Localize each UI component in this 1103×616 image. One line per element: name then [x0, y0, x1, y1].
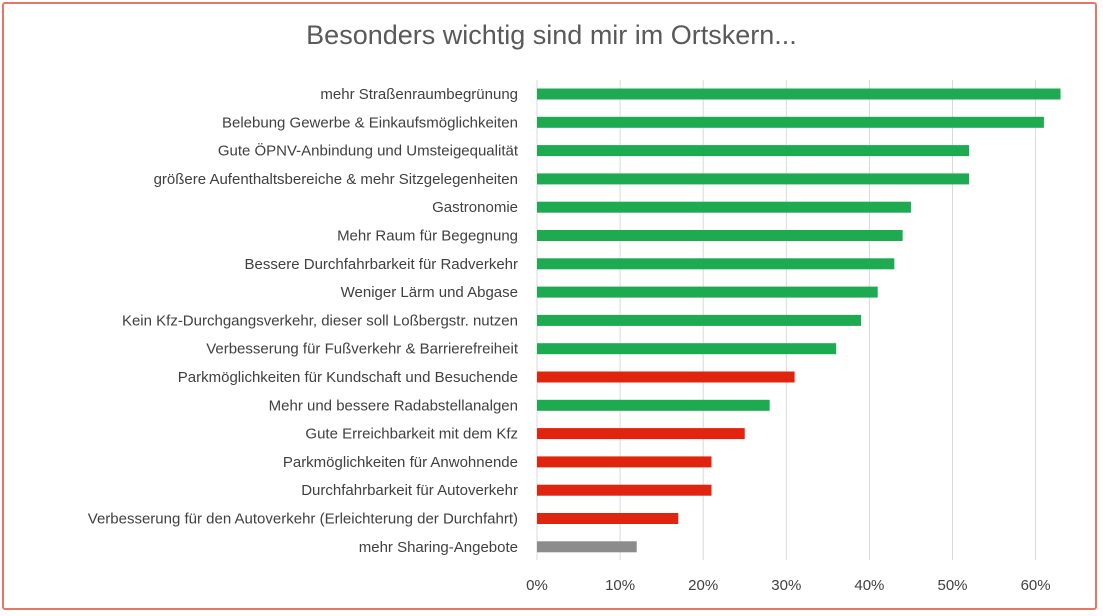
- bar: [537, 88, 1061, 100]
- category-label: mehr Sharing-Angebote: [359, 539, 518, 556]
- x-tick-label: 40%: [854, 577, 884, 594]
- x-tick-label: 10%: [605, 577, 635, 594]
- bar: [537, 428, 745, 440]
- bar: [537, 541, 637, 553]
- bar: [537, 456, 712, 468]
- x-tick-label: 60%: [1021, 577, 1051, 594]
- category-label: mehr Straßenraumbegrünung: [320, 86, 518, 103]
- bar: [537, 513, 679, 524]
- chart-frame: [2, 2, 1097, 610]
- bar: [537, 145, 970, 157]
- category-labels: mehr Straßenraumbegrünung Belebung Gewerb…: [88, 86, 519, 556]
- category-label: Parkmöglichkeiten für Anwohnende: [283, 454, 518, 471]
- bars: [537, 88, 1061, 553]
- category-label: größere Aufenthaltsbereiche & mehr Sitzg…: [154, 171, 518, 188]
- x-tick-label: 30%: [771, 577, 801, 594]
- x-tick-label: 50%: [937, 577, 967, 594]
- category-label: Kein Kfz-Durchgangsverkehr, dieser soll …: [122, 312, 518, 329]
- x-tick-label: 0%: [526, 577, 548, 594]
- bar: [537, 399, 770, 411]
- category-label: Mehr Raum für Begegnung: [337, 228, 518, 245]
- chart-title: Besonders wichtig sind mir im Ortskern..…: [306, 20, 797, 50]
- x-axis-ticks: 0% 10% 20% 30% 40% 50% 60%: [526, 577, 1050, 594]
- category-label: Gastronomie: [432, 199, 518, 216]
- bar: [537, 286, 878, 298]
- category-label: Durchfahrbarkeit für Autoverkehr: [301, 482, 518, 499]
- category-label: Gute ÖPNV-Anbindung und Umsteigequalität: [218, 142, 519, 160]
- bar: [537, 230, 903, 241]
- category-label: Verbesserung für Fußverkehr & Barrierefr…: [206, 341, 519, 358]
- category-label: Weniger Lärm und Abgase: [341, 284, 518, 301]
- bar: [537, 314, 862, 326]
- bar: [537, 116, 1044, 128]
- category-label: Verbesserung für den Autoverkehr (Erleic…: [88, 511, 518, 528]
- bar: [537, 484, 712, 496]
- bar: [537, 371, 795, 383]
- bar: [537, 173, 970, 185]
- bar: [537, 343, 837, 355]
- category-label: Mehr und bessere Radabstellanalgen: [269, 397, 518, 414]
- category-label: Belebung Gewerbe & Einkaufsmöglichkeiten: [222, 114, 518, 131]
- bar: [537, 201, 911, 213]
- category-label: Bessere Durchfahrbarkeit für Radverkehr: [245, 256, 518, 273]
- bar: [537, 258, 895, 270]
- category-label: Gute Erreichbarkeit mit dem Kfz: [305, 426, 518, 443]
- x-tick-label: 20%: [688, 577, 718, 594]
- category-label: Parkmöglichkeiten für Kundschaft und Bes…: [178, 369, 518, 386]
